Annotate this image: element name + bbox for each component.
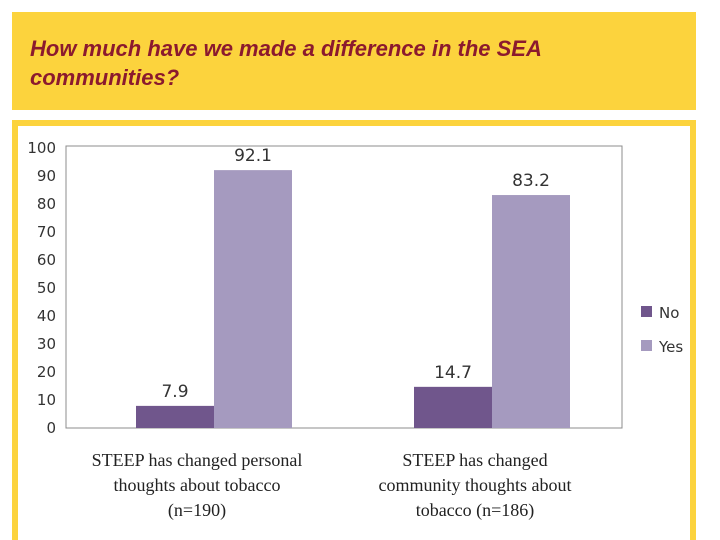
bar-yes-2: [492, 195, 570, 428]
data-label-no-1: 7.9: [161, 382, 188, 402]
bar-no-2: [414, 386, 492, 428]
title-banner: How much have we made a difference in th…: [12, 12, 696, 110]
y-tick-label: 80: [37, 195, 56, 213]
y-tick-label: 70: [37, 223, 56, 241]
legend-label-yes: Yes: [658, 338, 683, 356]
chart-frame: 0 10 20 30 40 50 60 70 80 90 100 7.9 92.1 STEEP has c…: [12, 120, 696, 540]
data-label-yes-1: 92.1: [234, 146, 272, 166]
bar-chart: 0 10 20 30 40 50 60 70 80 90 100 7.9 92.1 STEEP has c…: [27, 139, 683, 521]
legend-swatch-yes: [641, 340, 652, 351]
category-label-1-line-2: thoughts about tobacco: [114, 475, 281, 495]
y-tick-label: 10: [37, 391, 56, 409]
legend-swatch-no: [641, 306, 652, 317]
y-tick-label: 60: [37, 251, 56, 269]
y-tick-label: 50: [37, 279, 56, 297]
plot-area-border: [65, 145, 623, 429]
bar-yes-1: [214, 170, 292, 428]
y-tick-label: 0: [46, 419, 56, 437]
slide-title-line-1: How much have we made a difference in th…: [30, 36, 542, 61]
bar-no-1: [136, 405, 214, 428]
data-label-no-2: 14.7: [434, 363, 472, 383]
category-label-2-line-2: community thoughts about: [379, 475, 572, 495]
y-tick-label: 30: [37, 335, 56, 353]
category-label-2-line-1: STEEP has changed: [402, 450, 547, 470]
y-tick-label: 40: [37, 307, 56, 325]
y-tick-label: 90: [37, 167, 56, 185]
data-label-yes-2: 83.2: [512, 171, 550, 191]
slide-title-line-2: communities?: [30, 65, 180, 90]
chart-area: 0 10 20 30 40 50 60 70 80 90 100 7.9 92.1 STEEP has c…: [18, 126, 690, 540]
legend-label-no: No: [659, 304, 679, 322]
y-tick-label: 20: [37, 363, 56, 381]
slide-title: How much have we made a difference in th…: [30, 34, 690, 92]
category-label-2-line-3: tobacco (n=186): [416, 500, 535, 521]
y-tick-label: 100: [27, 139, 56, 157]
category-label-1-line-3: (n=190): [168, 500, 226, 521]
category-label-1-line-1: STEEP has changed personal: [92, 450, 303, 470]
